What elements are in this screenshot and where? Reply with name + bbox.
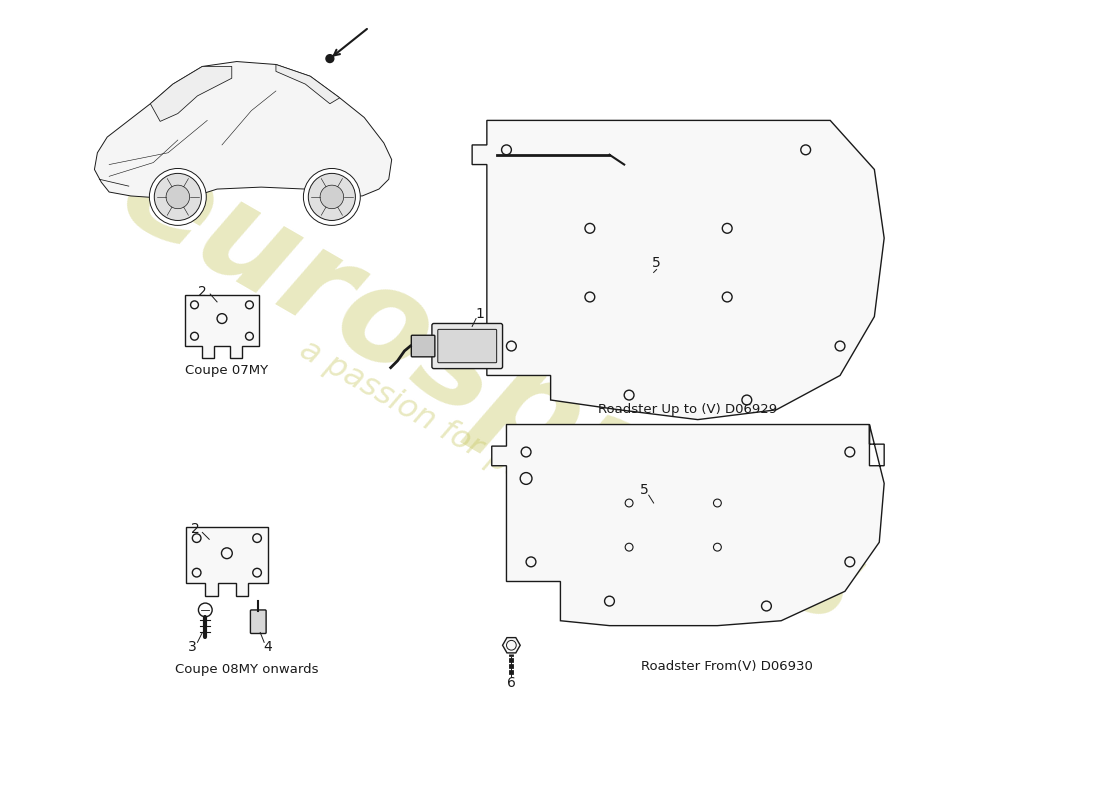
Polygon shape [276,65,340,104]
Text: 2: 2 [198,285,207,299]
Text: 6: 6 [507,675,516,690]
Circle shape [166,185,189,209]
Text: Coupe 07MY: Coupe 07MY [185,364,268,377]
Circle shape [304,169,361,226]
Polygon shape [472,121,884,420]
Circle shape [320,185,343,209]
Circle shape [326,54,333,62]
Circle shape [308,174,355,221]
Text: 5: 5 [639,483,648,498]
Polygon shape [151,66,232,122]
Text: 5: 5 [652,256,661,270]
Text: 4: 4 [264,640,273,654]
Text: 3: 3 [188,640,197,654]
FancyBboxPatch shape [438,330,497,362]
FancyBboxPatch shape [432,323,503,369]
Polygon shape [492,425,884,626]
Text: eurospares: eurospares [99,126,886,654]
Polygon shape [503,638,520,653]
Text: 1: 1 [475,306,484,321]
Polygon shape [95,62,392,199]
Circle shape [154,174,201,221]
FancyBboxPatch shape [251,610,266,634]
Text: Roadster From(V) D06930: Roadster From(V) D06930 [641,660,813,674]
Text: Coupe 08MY onwards: Coupe 08MY onwards [175,663,318,676]
Text: 2: 2 [191,522,200,537]
Polygon shape [186,527,268,597]
FancyBboxPatch shape [411,335,434,357]
Circle shape [150,169,207,226]
Polygon shape [185,295,260,358]
Text: a passion for parts since 1985: a passion for parts since 1985 [295,334,728,603]
Text: Roadster Up to (V) D06929: Roadster Up to (V) D06929 [598,403,778,416]
